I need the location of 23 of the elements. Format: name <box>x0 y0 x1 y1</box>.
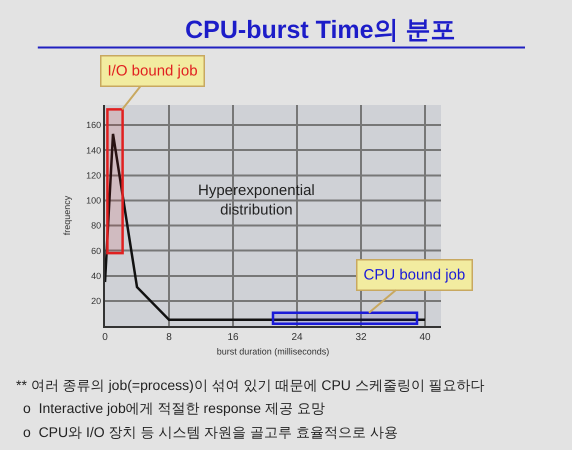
text: ** 여러 종류의 job(=process)이 섞여 있기 때문에 CPU 스케줄링이 필요하다 <box>16 377 485 393</box>
y-tick-label: 100 <box>86 196 102 206</box>
y-tick-label: 80 <box>91 220 102 231</box>
text: ο CPU와 I/O 장치 등 시스템 자원을 골고루 효율적으로 사용 <box>23 424 398 440</box>
band-label: CPU bound job <box>364 266 466 284</box>
y-tick-label: 20 <box>91 296 102 306</box>
x-tick-label: 24 <box>291 332 303 343</box>
chart-title: CPU-burst Time의 분포 <box>185 16 456 44</box>
annotation: Hyperexponential distribution <box>198 182 315 218</box>
x-tick-label: 40 <box>419 332 431 343</box>
x-tick-label: 8 <box>166 332 172 343</box>
y-tick-label: 160 <box>86 120 102 130</box>
x-tick-label: 0 <box>102 332 108 343</box>
y-tick-label: 60 <box>91 246 102 256</box>
x-axis-title: burst duration (milliseconds) <box>216 346 330 356</box>
y-axis-title: frequency <box>62 195 72 236</box>
x-tick-label: 16 <box>227 332 239 343</box>
band-label: I/O bound job <box>108 62 198 80</box>
x-tick-label: 32 <box>355 332 367 343</box>
y-tick-label: 40 <box>91 270 102 281</box>
y-tick-label: 120 <box>86 170 102 180</box>
text: ο Interactive job에게 적절한 response 제공 요망 <box>23 400 325 416</box>
y-tick-label: 140 <box>86 145 102 156</box>
